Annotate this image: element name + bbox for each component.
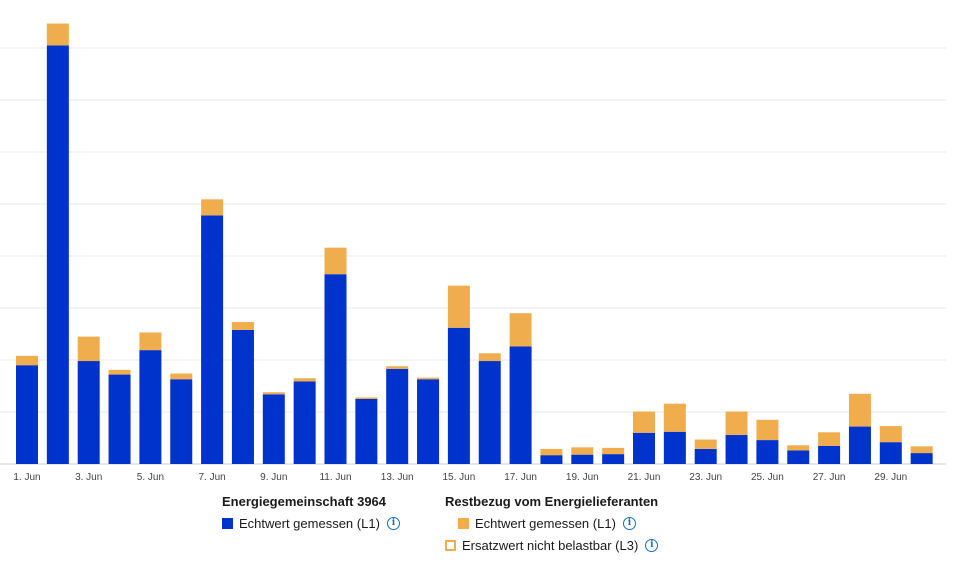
bar-eg-10[interactable] [293,381,316,464]
legend-item-rb-ersatzwert[interactable]: Ersatzwert nicht belastbar (L3) i [445,535,659,555]
bar-eg-25[interactable] [756,440,779,464]
x-tick-label: 25. Jun [751,472,784,483]
bar-eg-12[interactable] [355,399,378,464]
bar-restbezug-21[interactable] [633,411,655,433]
bar-restbezug-16[interactable] [478,353,501,362]
legend-item-rb-echtwert[interactable]: Echtwert gemessen (L1) i [445,513,658,533]
bar-restbezug-14[interactable] [417,377,440,380]
legend-item-label: Echtwert gemessen (L1) [239,515,380,531]
bar-eg-17[interactable] [509,346,532,464]
x-tick-label: 27. Jun [813,472,846,483]
legend-swatch-blue [222,517,233,529]
bar-restbezug-19[interactable] [571,447,594,455]
bar-restbezug-23[interactable] [694,439,717,449]
bar-eg-4[interactable] [108,374,131,464]
bar-restbezug-2[interactable] [46,23,69,46]
x-tick-label: 11. Jun [319,472,351,483]
bar-eg-21[interactable] [633,432,655,464]
bar-restbezug-28[interactable] [848,393,871,427]
bar-eg-19[interactable] [571,454,594,464]
bar-eg-5[interactable] [139,350,162,464]
bar-eg-8[interactable] [231,329,254,464]
bar-eg-13[interactable] [386,368,409,464]
legend-item-label: Ersatzwert nicht belastbar (L3) [462,537,639,553]
bar-eg-29[interactable] [879,442,902,464]
bar-eg-16[interactable] [478,361,501,464]
bar-eg-30[interactable] [910,453,933,464]
bar-eg-20[interactable] [602,454,625,464]
bar-eg-2[interactable] [46,45,69,465]
bar-eg-7[interactable] [201,215,224,464]
x-tick-label: 15. Jun [442,472,475,483]
bar-eg-11[interactable] [324,274,347,464]
x-axis-ticks: 1. Jun 3. Jun 5. Jun 7. Jun 9. Jun 11. Jun 13.… [13,472,907,483]
bar-restbezug-17[interactable] [509,313,532,347]
bar-eg-1[interactable] [16,365,38,464]
bar-eg-9[interactable] [262,394,285,464]
legend-group-title: Energiegemeinschaft 3964 [222,494,387,509]
bar-eg-28[interactable] [848,426,871,464]
x-tick-label: 23. Jun [689,472,722,483]
bar-restbezug-11[interactable] [324,247,347,275]
legend-item-label: Echtwert gemessen (L1) [475,515,616,531]
bars [16,23,933,465]
info-icon[interactable]: i [386,516,400,530]
bar-restbezug-9[interactable] [262,392,285,395]
x-tick-label: 9. Jun [260,472,287,483]
bar-eg-3[interactable] [77,361,100,464]
bar-restbezug-26[interactable] [787,445,810,451]
bar-eg-14[interactable] [417,379,440,464]
legend-swatch-orange [458,517,469,529]
info-icon[interactable]: i [645,538,659,552]
legend-group-title: Restbezug vom Energielieferanten [445,494,659,509]
bar-restbezug-12[interactable] [355,397,378,399]
bar-eg-22[interactable] [663,431,686,464]
legend-group-restbezug: Restbezug vom Energielieferanten Echtwer… [445,494,659,555]
bar-restbezug-4[interactable] [108,369,131,375]
bar-restbezug-30[interactable] [910,446,933,454]
legend-group-energiegemeinschaft: Energiegemeinschaft 3964 Echtwert gemess… [222,494,400,533]
bar-restbezug-22[interactable] [663,403,686,432]
x-tick-label: 13. Jun [381,472,414,483]
x-tick-label: 17. Jun [504,472,537,483]
legend-item-eg-echtwert[interactable]: Echtwert gemessen (L1) i [222,513,400,533]
bar-restbezug-27[interactable] [818,432,841,446]
bar-eg-23[interactable] [694,448,717,464]
bar-restbezug-20[interactable] [602,447,625,455]
bar-restbezug-13[interactable] [386,366,409,369]
bar-restbezug-5[interactable] [139,332,162,351]
bar-restbezug-7[interactable] [201,199,224,216]
bar-eg-27[interactable] [818,445,841,464]
bar-eg-26[interactable] [787,450,810,464]
bar-restbezug-6[interactable] [170,373,193,380]
bar-restbezug-1[interactable] [16,355,38,366]
x-tick-label: 29. Jun [874,472,907,483]
bar-restbezug-29[interactable] [879,426,902,443]
x-tick-label: 7. Jun [198,472,225,483]
bar-eg-15[interactable] [447,327,470,464]
bar-restbezug-8[interactable] [231,322,254,330]
bar-eg-6[interactable] [170,379,193,464]
bar-chart: 1. Jun 3. Jun 5. Jun 7. Jun 9. Jun 11. Jun 13.… [0,23,946,483]
bar-restbezug-24[interactable] [725,411,748,435]
bar-restbezug-18[interactable] [540,448,563,456]
bar-eg-24[interactable] [725,434,748,464]
bar-restbezug-25[interactable] [756,419,779,441]
bar-restbezug-10[interactable] [293,378,316,382]
bar-restbezug-15[interactable] [447,285,470,328]
x-tick-label: 21. Jun [628,472,661,483]
info-icon[interactable]: i [622,516,636,530]
x-tick-label: 3. Jun [75,472,102,483]
bar-restbezug-3[interactable] [77,336,100,362]
x-tick-label: 19. Jun [566,472,599,483]
bar-eg-18[interactable] [540,455,563,464]
x-tick-label: 1. Jun [13,472,40,483]
x-tick-label: 5. Jun [137,472,164,483]
legend-swatch-orange-outline [445,539,456,551]
